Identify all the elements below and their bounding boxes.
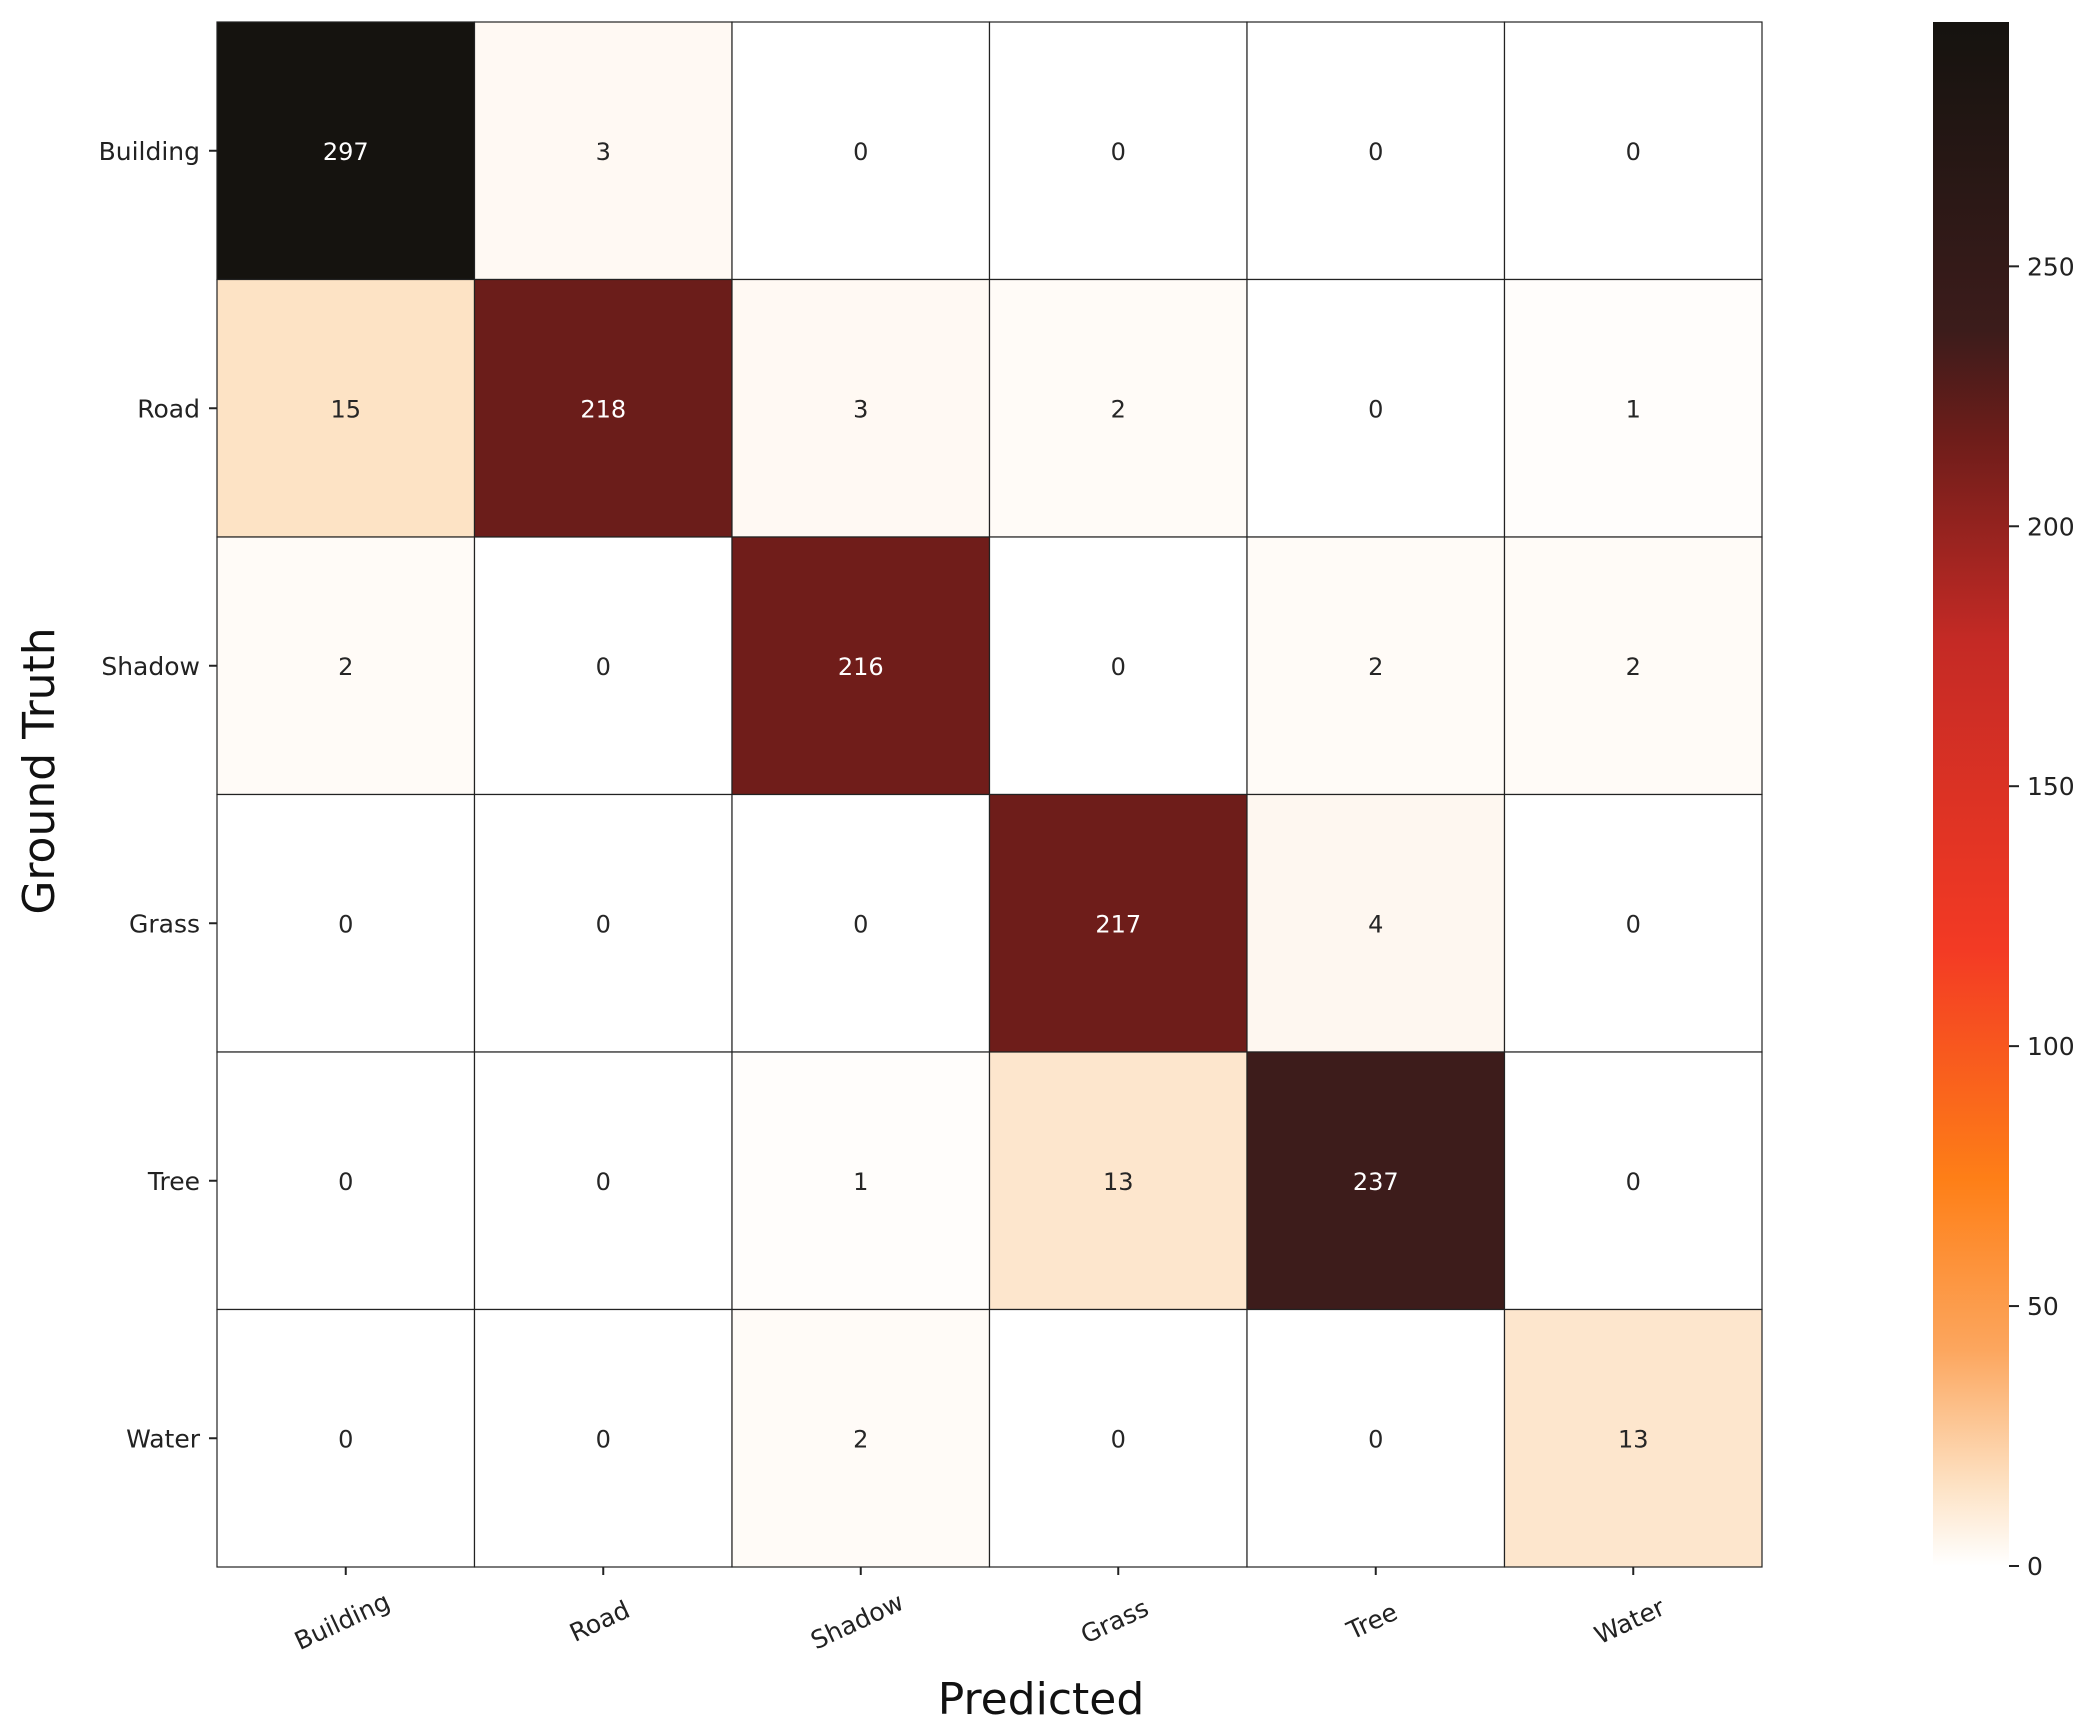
heatmap-cell bbox=[988, 793, 1248, 1053]
heatmap-cell bbox=[731, 793, 991, 1053]
heatmap-cell bbox=[216, 278, 476, 538]
x-tick-label: Grass bbox=[1076, 1593, 1153, 1649]
heatmap-cell bbox=[988, 1308, 1248, 1568]
heatmap-cell bbox=[1246, 1308, 1506, 1568]
y-tick-label: Water bbox=[126, 1424, 201, 1453]
x-tick-label: Tree bbox=[1342, 1597, 1402, 1646]
colorbar-tick-label: 150 bbox=[2027, 772, 2075, 801]
heatmap-cell bbox=[988, 278, 1248, 538]
heatmap-cell bbox=[1246, 1051, 1506, 1311]
colorbar-tick-label: 200 bbox=[2027, 512, 2075, 541]
x-tick-label: Shadow bbox=[806, 1587, 908, 1655]
heatmap-cell bbox=[988, 21, 1248, 281]
x-tick-label: Building bbox=[290, 1587, 394, 1656]
cell-value-label: 0 bbox=[1368, 138, 1383, 166]
colorbar-tick-label: 100 bbox=[2027, 1032, 2075, 1061]
cell-value-label: 2 bbox=[338, 653, 353, 681]
y-axis-ticks: Building Road Shadow Grass Tree Water bbox=[99, 137, 217, 1453]
cell-value-label: 0 bbox=[853, 138, 868, 166]
y-tick-label: Grass bbox=[129, 909, 200, 938]
heatmap-cell bbox=[988, 536, 1248, 796]
cell-value-label: 15 bbox=[330, 395, 361, 423]
cell-value-label: 297 bbox=[323, 138, 369, 166]
heatmap-cell bbox=[988, 1051, 1248, 1311]
cell-value-label: 237 bbox=[1353, 1168, 1399, 1196]
y-tick-label: Shadow bbox=[101, 652, 200, 681]
x-axis-title: Predicted bbox=[938, 1674, 1145, 1725]
colorbar-tick-label: 250 bbox=[2027, 252, 2075, 281]
heatmap-cell bbox=[1503, 278, 1763, 538]
heatmap-cell bbox=[1503, 21, 1763, 281]
cell-value-label: 0 bbox=[1368, 1425, 1383, 1453]
x-axis-ticks: Building Road Shadow Grass Tree Water bbox=[290, 1567, 1670, 1656]
cell-value-label: 13 bbox=[1103, 1168, 1134, 1196]
cell-value-label: 0 bbox=[1626, 138, 1641, 166]
heatmap-cell bbox=[1246, 536, 1506, 796]
cell-value-label: 0 bbox=[1111, 653, 1126, 681]
heatmap-cell bbox=[216, 793, 476, 1053]
heatmap-cell bbox=[216, 536, 476, 796]
y-tick-label: Building bbox=[99, 137, 200, 166]
heatmap-cell bbox=[1246, 793, 1506, 1053]
cell-value-label: 0 bbox=[1111, 1425, 1126, 1453]
cell-value-label: 0 bbox=[1368, 395, 1383, 423]
y-tick-label: Tree bbox=[147, 1167, 200, 1196]
cell-value-label: 0 bbox=[338, 910, 353, 938]
cell-value-label: 0 bbox=[596, 653, 611, 681]
y-axis-title: Ground Truth bbox=[14, 627, 65, 914]
heatmap-cell bbox=[1503, 536, 1763, 796]
heatmap-cell bbox=[473, 536, 733, 796]
cell-value-label: 4 bbox=[1368, 910, 1383, 938]
cell-value-label: 2 bbox=[1626, 653, 1641, 681]
cell-value-label: 13 bbox=[1618, 1425, 1649, 1453]
cell-value-label: 3 bbox=[853, 395, 868, 423]
heatmap-cell bbox=[473, 21, 733, 281]
heatmap-cell bbox=[473, 793, 733, 1053]
heatmap-cell bbox=[473, 1051, 733, 1311]
heatmap-cell bbox=[473, 278, 733, 538]
colorbar-tick-label: 50 bbox=[2027, 1292, 2059, 1321]
cell-value-label: 216 bbox=[838, 653, 884, 681]
cell-value-label: 0 bbox=[1111, 138, 1126, 166]
colorbar-tick-label: 0 bbox=[2027, 1552, 2043, 1581]
heatmap-cell bbox=[731, 21, 991, 281]
cell-value-label: 0 bbox=[1626, 1168, 1641, 1196]
heatmap-cell bbox=[1503, 793, 1763, 1053]
cell-value-label: 0 bbox=[338, 1425, 353, 1453]
cell-value-label: 0 bbox=[596, 1425, 611, 1453]
cell-value-label: 217 bbox=[1095, 910, 1141, 938]
colorbar-ticks: 0 50 100 150 200 250 bbox=[2009, 252, 2075, 1581]
cell-value-label: 1 bbox=[1626, 395, 1641, 423]
colorbar bbox=[1933, 22, 2009, 1566]
cell-value-label: 0 bbox=[596, 910, 611, 938]
cell-value-label: 0 bbox=[596, 1168, 611, 1196]
cell-value-label: 0 bbox=[1626, 910, 1641, 938]
heatmap-cell bbox=[216, 21, 476, 281]
heatmap-cells: 297 3 0 0 0 0 15 218 3 2 0 1 2 0 216 0 2 2 0 0 0 217 4 0 0 0 1 13 23… bbox=[216, 21, 1763, 1568]
heatmap-cell bbox=[731, 1051, 991, 1311]
cell-value-label: 218 bbox=[580, 395, 626, 423]
heatmap-cell bbox=[216, 1051, 476, 1311]
cell-value-label: 3 bbox=[596, 138, 611, 166]
heatmap-cell bbox=[731, 536, 991, 796]
cell-value-label: 1 bbox=[853, 1168, 868, 1196]
y-tick-label: Road bbox=[137, 394, 200, 423]
cell-value-label: 2 bbox=[1111, 395, 1126, 423]
heatmap-cell bbox=[216, 1308, 476, 1568]
heatmap-cell bbox=[1503, 1051, 1763, 1311]
heatmap-cell bbox=[1503, 1308, 1763, 1568]
cell-value-label: 0 bbox=[853, 910, 868, 938]
heatmap-cell bbox=[1246, 21, 1506, 281]
x-tick-label: Water bbox=[1590, 1592, 1670, 1650]
cell-value-label: 2 bbox=[853, 1425, 868, 1453]
cell-value-label: 2 bbox=[1368, 653, 1383, 681]
x-tick-label: Road bbox=[565, 1595, 634, 1648]
cell-value-label: 0 bbox=[338, 1168, 353, 1196]
